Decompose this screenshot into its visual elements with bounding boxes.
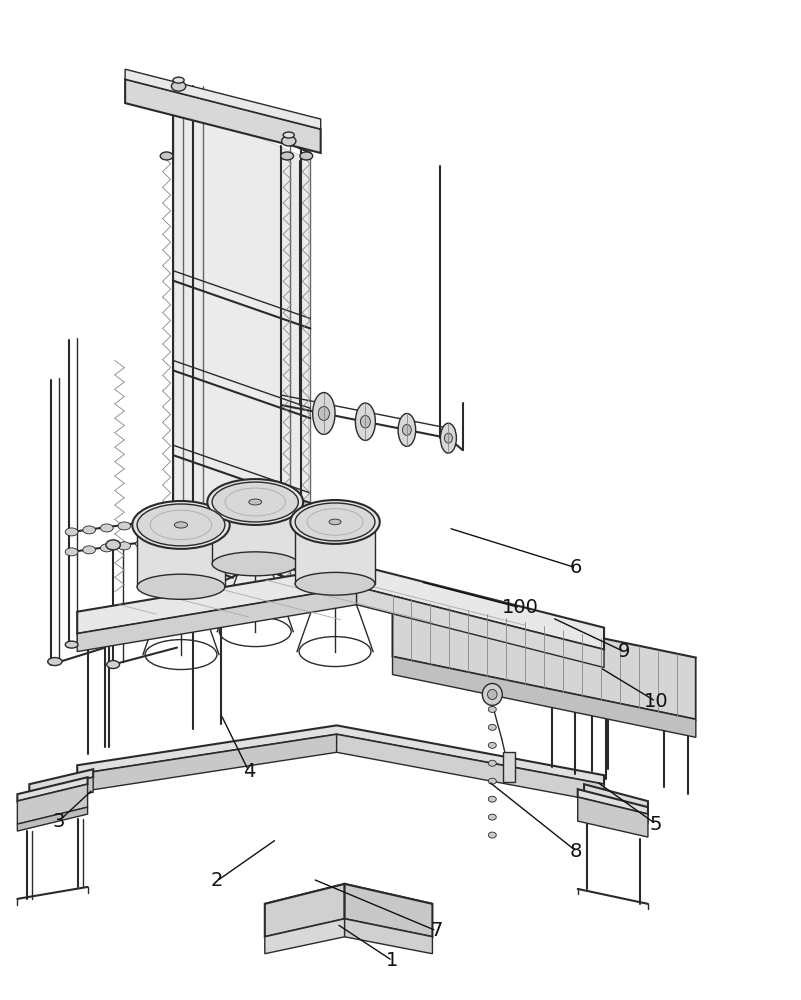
Polygon shape [77, 725, 604, 784]
Text: 100: 100 [501, 598, 538, 617]
Polygon shape [356, 587, 604, 668]
Ellipse shape [489, 742, 497, 748]
Polygon shape [175, 101, 308, 595]
Ellipse shape [489, 706, 497, 712]
Text: 7: 7 [430, 921, 443, 940]
Polygon shape [344, 919, 433, 954]
Ellipse shape [318, 407, 329, 420]
Polygon shape [18, 784, 87, 824]
Ellipse shape [65, 641, 78, 648]
Ellipse shape [489, 760, 497, 766]
Ellipse shape [398, 413, 416, 446]
Ellipse shape [290, 500, 380, 544]
Text: 5: 5 [650, 815, 662, 834]
Polygon shape [265, 884, 433, 924]
Polygon shape [125, 69, 320, 129]
Ellipse shape [65, 548, 78, 556]
Ellipse shape [207, 479, 303, 525]
Polygon shape [295, 522, 375, 584]
Ellipse shape [212, 552, 298, 576]
Text: 2: 2 [211, 871, 223, 890]
Ellipse shape [489, 814, 497, 820]
Ellipse shape [284, 132, 294, 138]
Ellipse shape [489, 832, 497, 838]
Ellipse shape [175, 522, 187, 528]
Ellipse shape [65, 528, 78, 536]
Polygon shape [125, 79, 320, 153]
Polygon shape [392, 595, 696, 719]
Ellipse shape [489, 796, 497, 802]
Polygon shape [584, 792, 648, 824]
Ellipse shape [107, 661, 119, 669]
Text: 1: 1 [386, 951, 399, 970]
Polygon shape [30, 777, 93, 807]
Polygon shape [30, 769, 93, 792]
Polygon shape [18, 807, 87, 831]
Ellipse shape [118, 522, 131, 530]
Polygon shape [504, 752, 515, 782]
Ellipse shape [118, 542, 131, 550]
Text: 3: 3 [53, 812, 65, 831]
Polygon shape [137, 525, 225, 587]
Ellipse shape [212, 482, 298, 522]
Ellipse shape [300, 591, 312, 599]
Ellipse shape [135, 520, 148, 528]
Text: 9: 9 [618, 642, 630, 661]
Ellipse shape [132, 501, 230, 549]
Ellipse shape [295, 503, 375, 541]
Polygon shape [392, 657, 696, 737]
Ellipse shape [100, 524, 113, 532]
Text: 6: 6 [570, 558, 582, 577]
Ellipse shape [312, 393, 335, 434]
Ellipse shape [137, 574, 225, 599]
Polygon shape [265, 919, 344, 954]
Polygon shape [578, 797, 648, 837]
Polygon shape [578, 789, 648, 814]
Polygon shape [18, 777, 87, 801]
Ellipse shape [295, 572, 375, 595]
Ellipse shape [83, 546, 95, 554]
Ellipse shape [360, 415, 370, 428]
Text: 4: 4 [243, 762, 255, 781]
Ellipse shape [153, 538, 166, 546]
Polygon shape [77, 587, 356, 652]
Ellipse shape [160, 591, 173, 599]
Polygon shape [77, 565, 604, 650]
Ellipse shape [282, 136, 296, 146]
Ellipse shape [281, 591, 293, 599]
Ellipse shape [402, 424, 411, 435]
Polygon shape [584, 784, 648, 809]
Ellipse shape [445, 433, 453, 443]
Ellipse shape [48, 658, 62, 666]
Text: 10: 10 [644, 692, 668, 711]
Ellipse shape [160, 152, 173, 160]
Ellipse shape [356, 403, 376, 440]
Polygon shape [77, 734, 336, 792]
Ellipse shape [489, 778, 497, 784]
Ellipse shape [329, 519, 341, 525]
Ellipse shape [135, 540, 148, 548]
Ellipse shape [488, 689, 497, 699]
Polygon shape [336, 734, 604, 802]
Ellipse shape [173, 77, 184, 83]
Ellipse shape [137, 504, 225, 546]
Ellipse shape [300, 152, 312, 160]
Ellipse shape [153, 518, 166, 526]
Polygon shape [265, 884, 344, 937]
Polygon shape [212, 502, 298, 564]
Ellipse shape [100, 544, 113, 552]
Ellipse shape [83, 526, 95, 534]
Ellipse shape [489, 724, 497, 730]
Ellipse shape [171, 81, 186, 91]
Ellipse shape [482, 683, 502, 705]
Text: 8: 8 [570, 842, 582, 861]
Ellipse shape [106, 540, 120, 550]
Ellipse shape [441, 423, 457, 453]
Ellipse shape [281, 152, 293, 160]
Ellipse shape [249, 499, 262, 505]
Polygon shape [344, 884, 433, 937]
